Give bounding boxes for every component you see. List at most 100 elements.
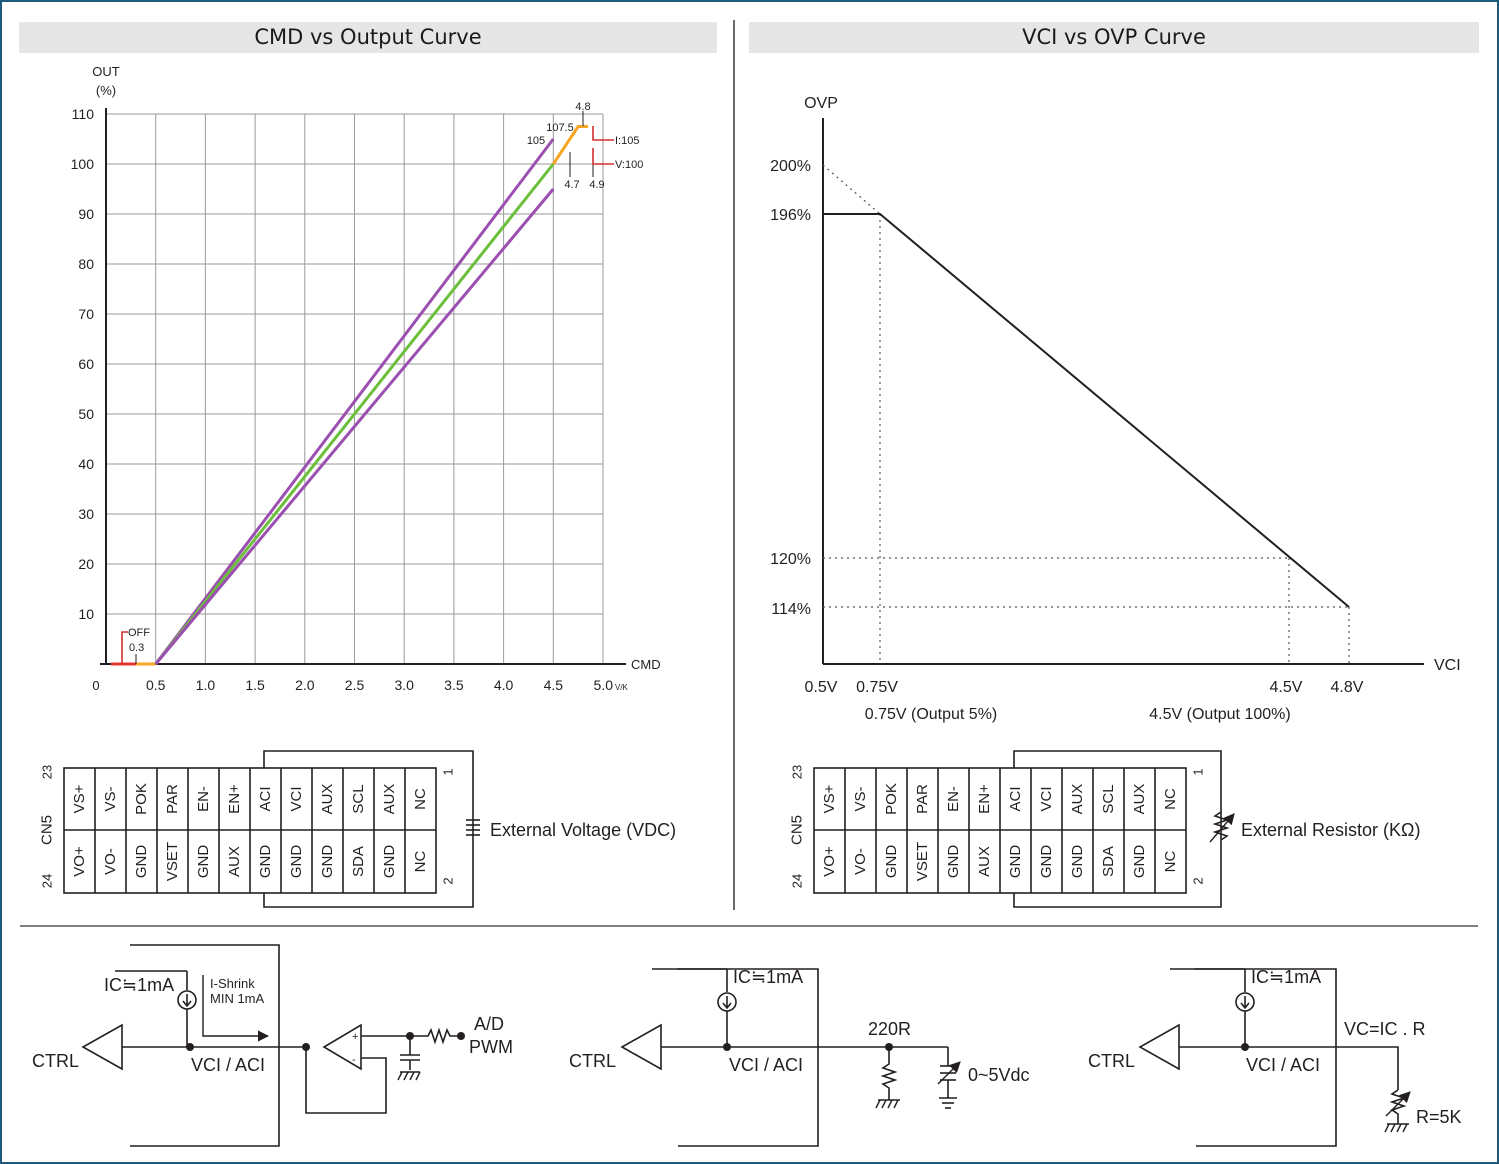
resistor-label: 220R — [868, 1019, 911, 1039]
ctrl-label: CTRL — [1088, 1051, 1135, 1071]
pin-label: GND — [1007, 845, 1024, 879]
y-tick-label: 20 — [78, 556, 94, 572]
chart-grid — [100, 108, 626, 664]
node-label: VCI / ACI — [1246, 1055, 1320, 1075]
y-tick-label: 50 — [78, 406, 94, 422]
svg-text:4.7: 4.7 — [564, 179, 579, 191]
origin-label: 0 — [92, 678, 99, 693]
pin-number: 2 — [441, 877, 456, 884]
svg-text:0.3: 0.3 — [129, 642, 144, 654]
pin-label: PAR — [164, 784, 181, 814]
extrapolation-line — [823, 165, 880, 214]
ctrl-label: CTRL — [32, 1051, 79, 1071]
pin-label: GND — [1069, 845, 1086, 879]
pin-number: 1 — [441, 768, 456, 775]
connector-name: CN5 — [39, 815, 56, 845]
chart-ticks: 0.5 1.0 1.5 2.0 2.5 3.0 3.5 4.0 4.5 5.0 10 20 30 40 50… — [71, 106, 614, 693]
pin-label: VS+ — [71, 784, 88, 813]
pin-label: AUX — [1131, 784, 1148, 815]
tick-200: 200% — [770, 158, 811, 175]
pin-label: ACI — [1007, 786, 1024, 811]
pin-label: GND — [288, 845, 305, 879]
svg-text:4.9: 4.9 — [589, 179, 604, 191]
tick-0-75v: 0.75V — [856, 679, 898, 696]
y-tick-label: 10 — [78, 606, 94, 622]
x-tick-label: 0.5 — [146, 677, 166, 693]
vci-ovp-chart: OVP VCI 200% 196% 120% 114% 0.5V 0.75V 4… — [770, 95, 1461, 723]
pin-label: NC — [1162, 851, 1179, 873]
ctrl-label: CTRL — [569, 1051, 616, 1071]
pin-label: EN+ — [226, 784, 243, 814]
tick-114: 114% — [771, 601, 811, 618]
svg-text:107.5: 107.5 — [546, 122, 574, 134]
shrink-label-1: I-Shrink — [210, 976, 255, 991]
node-label: VCI / ACI — [729, 1055, 803, 1075]
svg-text:V:100: V:100 — [615, 159, 643, 171]
pin-label: VS+ — [821, 784, 838, 813]
x-tick-label: 1.0 — [196, 677, 216, 693]
cmd-output-chart: 0.5 1.0 1.5 2.0 2.5 3.0 3.5 4.0 4.5 5.0 10 20 30 40 50… — [71, 64, 661, 693]
ovp-axis-label: OVP — [804, 95, 838, 112]
pin-label: VS- — [852, 786, 869, 811]
x-tick-label: 3.0 — [394, 677, 414, 693]
y-axis-label-line1: OUT — [92, 64, 120, 79]
pin-label: VCI — [1038, 786, 1055, 811]
ad-label: A/D — [474, 1014, 504, 1034]
vc-label: VC=IC . R — [1344, 1019, 1426, 1039]
external-resistor-label: External Resistor (KΩ) — [1241, 820, 1421, 840]
pin-label: AUX — [1069, 784, 1086, 815]
pin-label: VSET — [914, 842, 931, 881]
ic-label: IC≒1mA — [733, 967, 803, 987]
pin-label: GND — [133, 845, 150, 879]
pin-label: GND — [195, 845, 212, 879]
x-tick-label: 2.0 — [295, 677, 315, 693]
x-tick-label: 1.5 — [245, 677, 265, 693]
tick-0-5v: 0.5V — [805, 679, 838, 696]
pin-label: GND — [257, 845, 274, 879]
pin-label: SDA — [350, 846, 367, 877]
pin-label: AUX — [381, 784, 398, 815]
pin-label: NC — [1162, 788, 1179, 810]
source-label: 0~5Vdc — [968, 1065, 1030, 1085]
pin-label: VO- — [102, 848, 119, 875]
y-tick-label: 90 — [78, 206, 94, 222]
y-tick-label: 30 — [78, 506, 94, 522]
circuit-resistor: IC≒1mA CTRL VCI / ACI VC=IC . R R=5K — [1088, 967, 1462, 1146]
tick-120: 120% — [770, 551, 811, 568]
note-output-5: 0.75V (Output 5%) — [865, 706, 998, 723]
svg-text:-: - — [352, 1054, 356, 1066]
x-tick-label: 4.0 — [494, 677, 514, 693]
pin-label: SDA — [1100, 846, 1117, 877]
pin-label: GND — [319, 845, 336, 879]
y-tick-label: 100 — [71, 156, 95, 172]
off-annotation: OFF 0.3 — [122, 627, 150, 664]
pin-label: NC — [412, 851, 429, 873]
svg-text:+: + — [352, 1031, 358, 1043]
pin-label: GND — [883, 845, 900, 879]
pin-label: SCL — [1100, 784, 1117, 813]
pin-label: VO- — [852, 848, 869, 875]
pin-label: PAR — [914, 784, 931, 814]
pin-number: 2 — [1191, 877, 1206, 884]
x-tick-label: 5.0 — [594, 677, 614, 693]
tick-4-5v: 4.5V — [1270, 679, 1303, 696]
pin-number: 24 — [40, 874, 55, 888]
pin-label: EN- — [945, 786, 962, 812]
chart-series — [111, 127, 588, 665]
ovp-curve — [823, 214, 1349, 607]
tick-196: 196% — [770, 207, 811, 224]
x-unit-label: V/K — [615, 683, 629, 692]
y-tick-label: 70 — [78, 306, 94, 322]
x-tick-label: 4.5 — [544, 677, 564, 693]
y-axis-label-line2: (%) — [96, 83, 116, 98]
svg-text:OFF: OFF — [128, 627, 150, 639]
ic-label: IC≒1mA — [104, 975, 174, 995]
circuit-voltage-source: IC≒1mA CTRL VCI / ACI 220R 0~5Vdc — [569, 967, 1030, 1146]
x-tick-label: 3.5 — [444, 677, 464, 693]
pin-label: SCL — [350, 784, 367, 813]
pin-label: ACI — [257, 786, 274, 811]
x-tick-label: 2.5 — [345, 677, 365, 693]
pin-number: 23 — [790, 765, 805, 779]
pin-number: 1 — [1191, 768, 1206, 775]
